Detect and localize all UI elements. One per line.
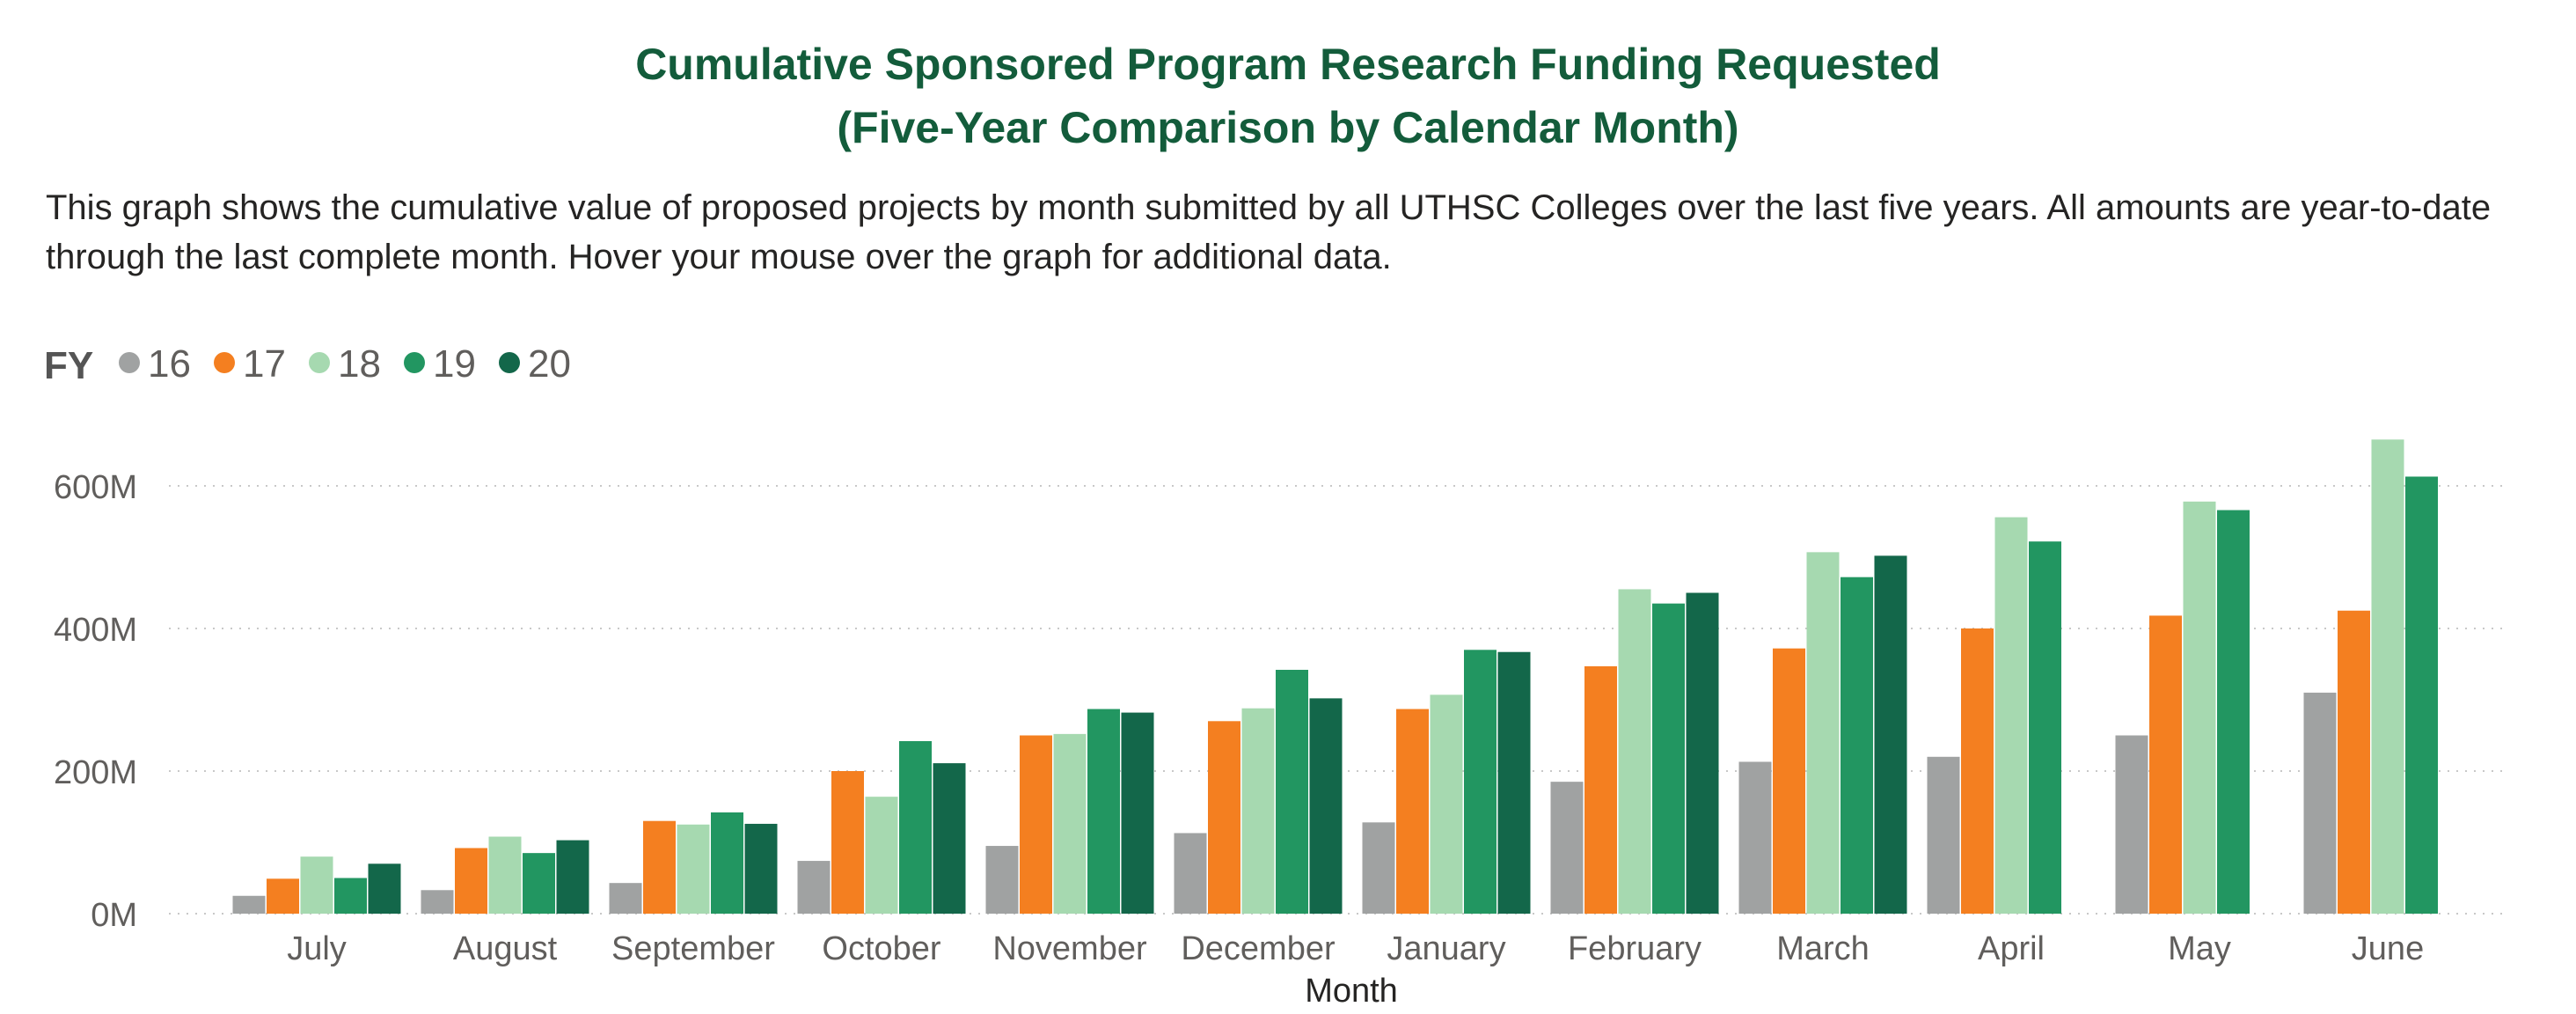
bar-march-fy16[interactable] (1738, 761, 1772, 914)
bar-may-fy17[interactable] (2149, 615, 2182, 914)
bar-august-fy16[interactable] (421, 890, 454, 914)
legend-marker-16[interactable] (119, 352, 140, 373)
bar-december-fy20[interactable] (1309, 698, 1343, 914)
chart-subtitle: (Five-Year Comparison by Calendar Month) (837, 103, 1739, 152)
bar-march-fy20[interactable] (1874, 555, 1907, 914)
bar-december-fy19[interactable] (1276, 669, 1308, 914)
bar-may-fy16[interactable] (2115, 735, 2148, 915)
bar-january-fy20[interactable] (1497, 651, 1531, 914)
bar-january-fy16[interactable] (1362, 822, 1395, 914)
bar-february-fy19[interactable] (1652, 603, 1685, 914)
bar-october-fy16[interactable] (797, 861, 831, 914)
legend-marker-20[interactable] (499, 352, 520, 373)
bar-december-fy17[interactable] (1208, 721, 1240, 914)
x-tick-label: February (1568, 930, 1701, 967)
chart-title: Cumulative Sponsored Program Research Fu… (635, 40, 1941, 89)
bar-december-fy18[interactable] (1241, 708, 1275, 914)
legend-label-16[interactable]: 16 (148, 342, 191, 386)
bar-january-fy17[interactable] (1396, 709, 1429, 914)
y-tick-label: 400M (54, 612, 137, 649)
legend-label-19[interactable]: 19 (433, 342, 476, 386)
bar-march-fy19[interactable] (1841, 577, 1873, 914)
chart-description: This graph shows the cumulative value of… (46, 188, 2492, 276)
bar-april-fy18[interactable] (1994, 517, 2028, 914)
bar-april-fy19[interactable] (2029, 541, 2061, 914)
legend-marker-17[interactable] (214, 352, 235, 373)
legend-label-20[interactable]: 20 (528, 342, 571, 386)
bar-november-fy18[interactable] (1053, 733, 1087, 914)
bar-june-fy17[interactable] (2338, 610, 2370, 914)
x-tick-label: May (2168, 930, 2231, 967)
x-tick-label: June (2352, 930, 2424, 967)
bar-august-fy17[interactable] (455, 848, 487, 914)
bar-july-fy20[interactable] (368, 863, 401, 914)
legend-marker-19[interactable] (404, 352, 425, 373)
bar-january-fy19[interactable] (1464, 650, 1497, 914)
x-axis-title: Month (1305, 973, 1398, 1010)
bar-may-fy19[interactable] (2217, 510, 2250, 914)
x-tick-label: April (1978, 930, 2045, 967)
x-tick-label: September (611, 930, 775, 967)
x-tick-label: November (992, 930, 1147, 967)
bar-february-fy20[interactable] (1686, 592, 1719, 915)
bar-september-fy16[interactable] (609, 883, 642, 914)
bar-september-fy19[interactable] (711, 812, 743, 914)
legend-label-18[interactable]: 18 (338, 342, 381, 386)
bar-february-fy17[interactable] (1584, 665, 1617, 914)
bar-july-fy16[interactable] (232, 895, 266, 914)
bar-june-fy19[interactable] (2405, 476, 2438, 914)
legend-title: FY (44, 344, 93, 387)
bar-october-fy20[interactable] (933, 763, 966, 914)
bar-april-fy17[interactable] (1961, 628, 1994, 914)
x-tick-label: December (1181, 930, 1336, 967)
bar-june-fy18[interactable] (2371, 439, 2404, 915)
y-tick-label: 600M (54, 469, 137, 506)
bar-july-fy18[interactable] (300, 856, 333, 914)
bar-september-fy18[interactable] (677, 824, 710, 914)
bar-july-fy17[interactable] (267, 878, 299, 914)
y-tick-label: 200M (54, 754, 137, 791)
bar-january-fy18[interactable] (1430, 694, 1463, 914)
bar-september-fy17[interactable] (643, 820, 676, 914)
bar-november-fy20[interactable] (1121, 712, 1154, 914)
x-tick-label: July (287, 930, 347, 967)
bar-september-fy20[interactable] (744, 823, 778, 914)
legend-label-17[interactable]: 17 (243, 342, 286, 386)
x-tick-label: August (453, 930, 558, 967)
bar-august-fy20[interactable] (556, 840, 589, 914)
bar-may-fy18[interactable] (2183, 501, 2216, 914)
bar-november-fy17[interactable] (1020, 735, 1052, 915)
bar-november-fy19[interactable] (1087, 709, 1120, 914)
bar-march-fy17[interactable] (1773, 648, 1805, 914)
bar-october-fy18[interactable] (865, 797, 898, 914)
bar-june-fy16[interactable] (2303, 692, 2337, 914)
bar-december-fy16[interactable] (1174, 833, 1207, 914)
bar-august-fy19[interactable] (523, 853, 555, 914)
legend-marker-18[interactable] (309, 352, 330, 373)
x-tick-label: October (822, 930, 941, 967)
x-tick-label: March (1776, 930, 1870, 967)
bar-march-fy18[interactable] (1806, 552, 1840, 914)
bar-february-fy16[interactable] (1550, 782, 1584, 914)
bar-october-fy17[interactable] (831, 771, 864, 914)
bar-july-fy19[interactable] (334, 878, 367, 915)
bar-october-fy19[interactable] (899, 740, 932, 914)
bar-april-fy16[interactable] (1927, 756, 1960, 914)
y-tick-label: 0M (91, 897, 137, 934)
x-tick-label: January (1387, 930, 1505, 967)
bar-august-fy18[interactable] (488, 836, 522, 914)
bar-november-fy16[interactable] (985, 846, 1019, 914)
bar-february-fy18[interactable] (1618, 589, 1651, 914)
